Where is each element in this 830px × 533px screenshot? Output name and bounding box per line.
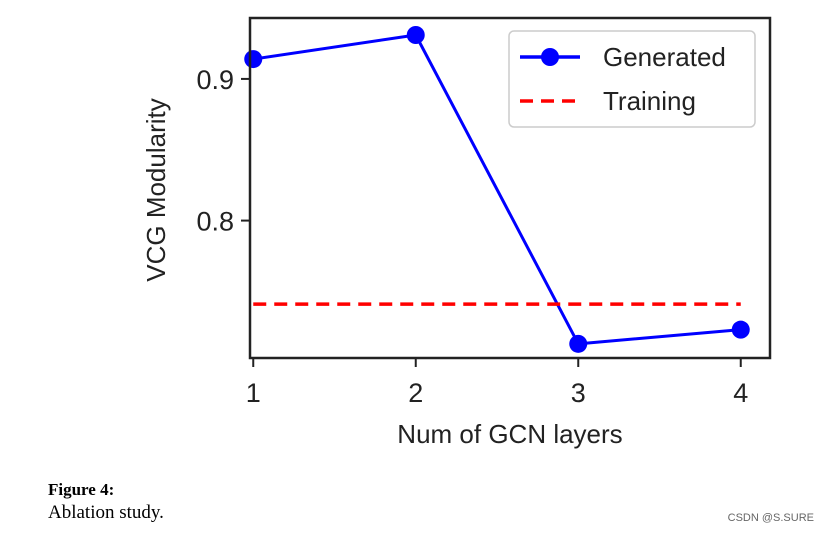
x-tick-label-2: 2 [408,378,423,408]
x-tick-label-4: 4 [733,378,748,408]
y-axis-label: VCG Modularity [141,98,171,282]
plot-frame [248,16,772,360]
legend-box [508,30,756,128]
data-point-generated-1 [244,50,263,69]
y-tick-label-0.9: 0.9 [196,65,234,95]
x-tick-label-1: 1 [246,378,261,408]
line-chart: Num of GCN layers VCG Modularity Generat… [141,16,772,449]
x-tick-label-3: 3 [571,378,586,408]
data-point-generated-4 [731,320,750,339]
figure-caption: Figure 4: Ablation study. [48,480,164,524]
figure-label: Figure 4: [48,480,115,499]
legend-generated-marker [541,48,559,66]
series-generated-line [253,33,741,346]
data-point-generated-2 [406,26,425,44]
x-axis-label: Num of GCN layers [397,419,622,449]
data-point-generated-3 [569,334,588,353]
figure-description: Ablation study. [48,502,164,523]
legend-generated-label: Generated [603,42,726,72]
legend: Generated Training [508,30,756,128]
legend-training-label: Training [603,86,696,116]
y-tick-label-0.8: 0.8 [196,207,234,237]
watermark: CSDN @S.SURE [727,512,814,524]
